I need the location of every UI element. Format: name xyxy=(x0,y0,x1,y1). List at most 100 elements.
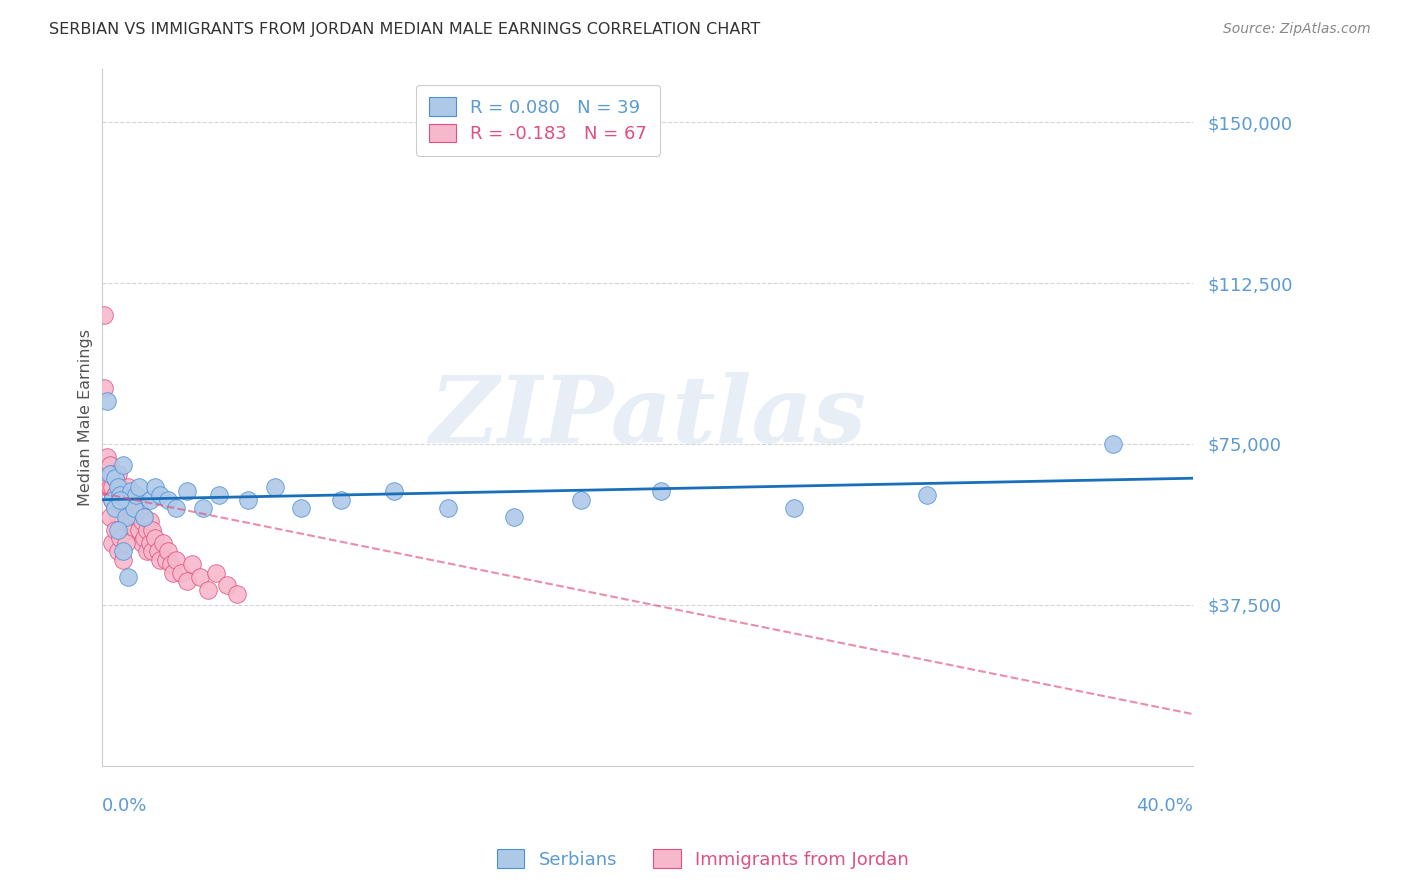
Point xyxy=(915,488,938,502)
Point xyxy=(98,509,121,524)
Point xyxy=(101,492,124,507)
Point xyxy=(236,492,259,507)
Point xyxy=(120,492,142,507)
Point xyxy=(165,553,187,567)
Point xyxy=(111,509,134,524)
Point xyxy=(104,501,127,516)
Point xyxy=(120,514,142,528)
Point xyxy=(98,458,121,473)
Point xyxy=(131,535,153,549)
Point xyxy=(104,488,127,502)
Point xyxy=(93,308,115,322)
Point xyxy=(125,488,148,502)
Point xyxy=(117,480,139,494)
Point xyxy=(101,480,124,494)
Point xyxy=(114,509,136,524)
Point xyxy=(107,492,129,507)
Point xyxy=(170,566,193,580)
Point xyxy=(141,544,163,558)
Point xyxy=(181,557,204,571)
Text: Source: ZipAtlas.com: Source: ZipAtlas.com xyxy=(1223,22,1371,37)
Point xyxy=(226,587,249,601)
Point xyxy=(110,523,132,537)
Point xyxy=(384,484,406,499)
Point xyxy=(114,492,136,507)
Point xyxy=(138,492,160,507)
Point xyxy=(134,531,156,545)
Point xyxy=(143,531,166,545)
Point xyxy=(157,492,180,507)
Point xyxy=(120,484,142,499)
Point xyxy=(1102,437,1125,451)
Point xyxy=(176,574,198,589)
Point xyxy=(165,501,187,516)
Legend: Serbians, Immigrants from Jordan: Serbians, Immigrants from Jordan xyxy=(491,842,915,876)
Point xyxy=(436,501,458,516)
Point xyxy=(650,484,672,499)
Point xyxy=(104,523,127,537)
Point xyxy=(107,544,129,558)
Point xyxy=(138,535,160,549)
Point xyxy=(110,488,132,502)
Point xyxy=(117,523,139,537)
Text: 40.0%: 40.0% xyxy=(1136,797,1194,815)
Point xyxy=(117,570,139,584)
Point xyxy=(111,488,134,502)
Point xyxy=(128,480,150,494)
Point xyxy=(110,531,132,545)
Point xyxy=(111,553,134,567)
Point xyxy=(131,514,153,528)
Text: ZIPatlas: ZIPatlas xyxy=(429,372,866,462)
Point xyxy=(104,501,127,516)
Point xyxy=(122,523,145,537)
Point xyxy=(215,578,238,592)
Point xyxy=(135,544,157,558)
Point xyxy=(157,544,180,558)
Point xyxy=(96,450,118,464)
Point xyxy=(117,501,139,516)
Point xyxy=(330,492,353,507)
Point xyxy=(111,458,134,473)
Point xyxy=(149,488,172,502)
Point xyxy=(125,509,148,524)
Point xyxy=(783,501,806,516)
Point xyxy=(114,514,136,528)
Point xyxy=(111,544,134,558)
Point xyxy=(138,514,160,528)
Point xyxy=(128,523,150,537)
Point xyxy=(101,535,124,549)
Point xyxy=(146,544,169,558)
Text: SERBIAN VS IMMIGRANTS FROM JORDAN MEDIAN MALE EARNINGS CORRELATION CHART: SERBIAN VS IMMIGRANTS FROM JORDAN MEDIAN… xyxy=(49,22,761,37)
Point xyxy=(110,501,132,516)
Point xyxy=(503,509,526,524)
Point xyxy=(155,553,177,567)
Point xyxy=(159,557,181,571)
Point xyxy=(197,582,219,597)
Point xyxy=(569,492,592,507)
Point xyxy=(122,501,145,516)
Point xyxy=(143,480,166,494)
Point xyxy=(290,501,312,516)
Point xyxy=(96,394,118,409)
Point xyxy=(141,523,163,537)
Legend: R = 0.080   N = 39, R = -0.183   N = 67: R = 0.080 N = 39, R = -0.183 N = 67 xyxy=(416,85,659,156)
Point xyxy=(96,480,118,494)
Point xyxy=(128,501,150,516)
Point xyxy=(101,492,124,507)
Point xyxy=(93,381,115,395)
Text: 0.0%: 0.0% xyxy=(101,797,148,815)
Point xyxy=(152,535,174,549)
Point xyxy=(162,566,184,580)
Point xyxy=(263,480,285,494)
Point xyxy=(104,471,127,485)
Point xyxy=(107,523,129,537)
Point xyxy=(107,480,129,494)
Point xyxy=(117,492,139,507)
Point xyxy=(101,467,124,481)
Point xyxy=(98,480,121,494)
Y-axis label: Median Male Earnings: Median Male Earnings xyxy=(79,328,93,506)
Point xyxy=(107,467,129,481)
Point xyxy=(205,566,228,580)
Point xyxy=(134,509,156,524)
Point xyxy=(110,492,132,507)
